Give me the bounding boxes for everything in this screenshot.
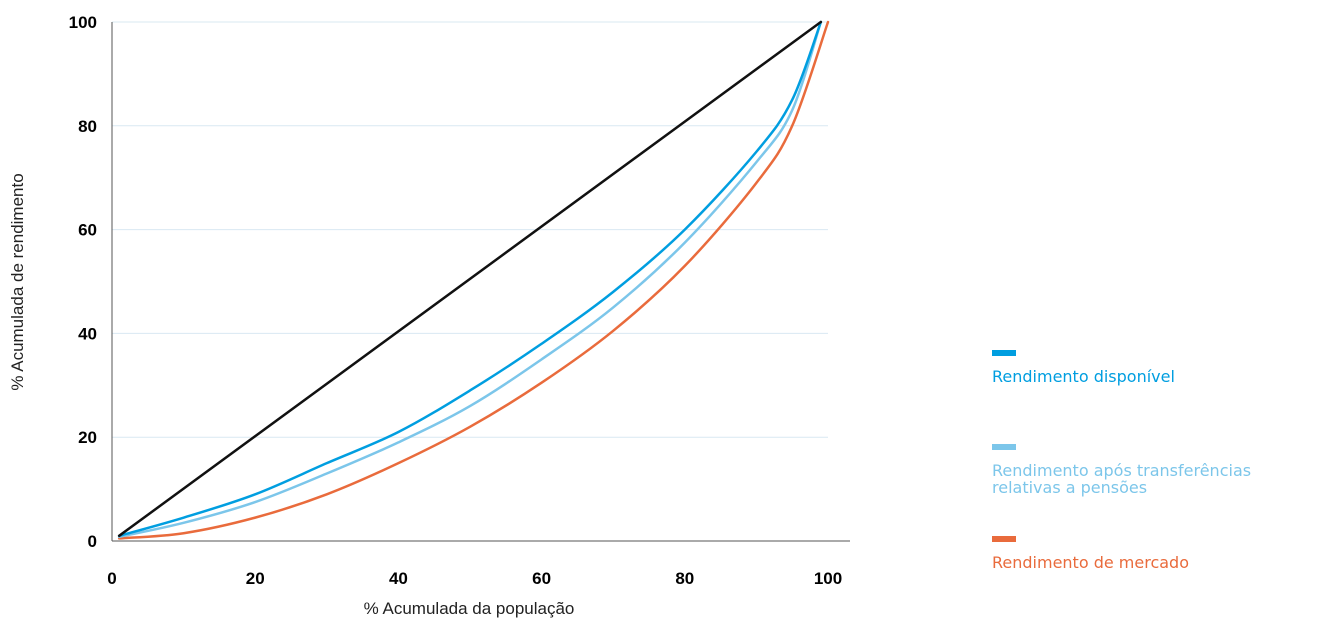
- legend-swatch: [992, 350, 1016, 356]
- x-axis-title: % Acumulada da população: [364, 599, 575, 618]
- y-tick-label-80: 80: [78, 117, 97, 136]
- y-axis-title: % Acumulada de rendimento: [8, 173, 27, 390]
- legend-item-market-income: Rendimento de mercado: [992, 536, 1189, 571]
- y-tick-label-60: 60: [78, 221, 97, 240]
- legend-item-after-pension-transfers: Rendimento após transferências relativas…: [992, 444, 1251, 496]
- axis-layer: [111, 22, 850, 542]
- x-tick-label-60: 60: [532, 569, 551, 588]
- tick-layer: 0 20 40 60 80 100 0 20 40 60 80 100: [69, 13, 843, 588]
- x-tick-label-80: 80: [675, 569, 694, 588]
- legend-label: Rendimento disponível: [992, 367, 1175, 386]
- x-tick-label-20: 20: [246, 569, 265, 588]
- equality-line: [117, 20, 823, 538]
- legend-label: Rendimento após transferências relativas…: [992, 461, 1252, 497]
- series-layer: [117, 20, 830, 540]
- series-line-market-income: [117, 20, 830, 540]
- series-line-disposable-income: [117, 20, 823, 538]
- legend-label: Rendimento de mercado: [992, 553, 1189, 572]
- x-tick-label-0: 0: [107, 569, 116, 588]
- x-tick-label-100: 100: [814, 569, 842, 588]
- y-tick-label-0: 0: [88, 532, 97, 551]
- y-tick-label-20: 20: [78, 428, 97, 447]
- y-tick-label-100: 100: [69, 13, 97, 32]
- legend-swatch: [992, 536, 1016, 542]
- series-line-after-pension-transfers: [117, 20, 823, 539]
- legend-item-disposable-income: Rendimento disponível: [992, 350, 1175, 385]
- x-tick-label-40: 40: [389, 569, 408, 588]
- legend-swatch: [992, 444, 1016, 450]
- grid-layer: [112, 21, 828, 438]
- y-tick-label-40: 40: [78, 324, 97, 343]
